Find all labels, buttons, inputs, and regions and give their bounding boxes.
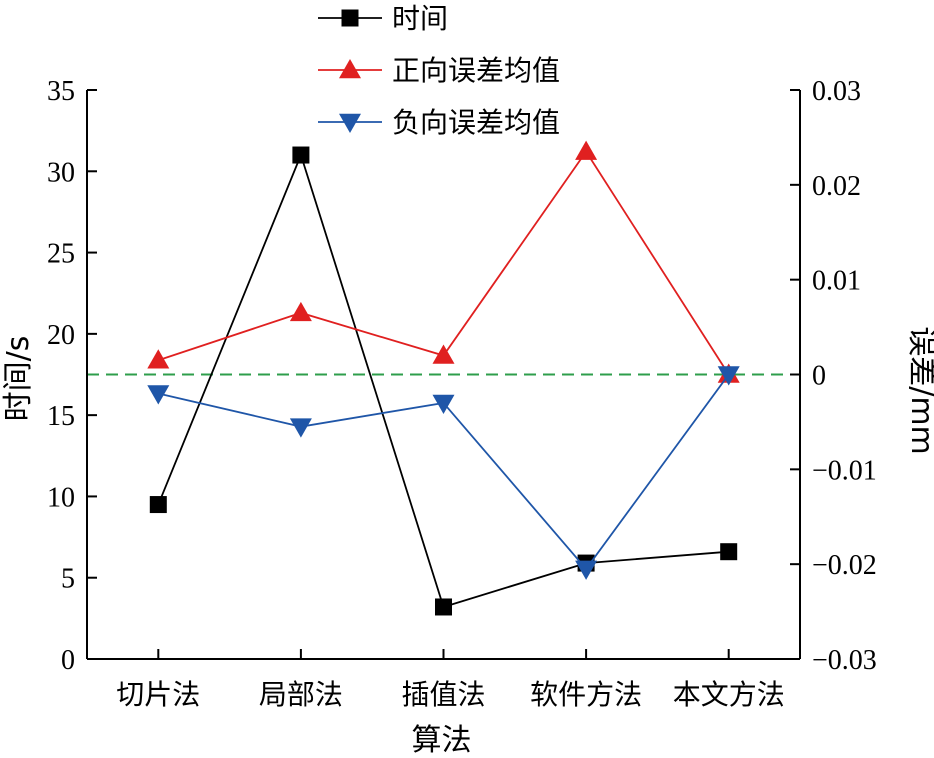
legend-entry-2: 正向误差均值 (318, 54, 560, 87)
series-3-point (289, 418, 312, 438)
series-layer (147, 140, 740, 616)
series-3 (147, 366, 740, 580)
series-3-point (147, 385, 170, 405)
right-y-tick-label: −0.01 (812, 455, 877, 486)
series-3-point (575, 560, 598, 580)
axes-layer: 0 5 10 15 20 25 30 35 −0.03 −0.02 −0.01 0 0.01 0.02 0.… (1, 76, 934, 758)
legend-marker (341, 9, 359, 27)
left-y-tick-label: 30 (47, 157, 75, 188)
series-1-point (435, 598, 452, 616)
series-2-point (147, 349, 170, 369)
left-y-tick-label: 35 (47, 76, 75, 107)
x-tick-label: 本文方法 (673, 678, 785, 711)
left-y-axis-title: 时间/s (1, 336, 36, 422)
legend-label: 时间 (392, 2, 448, 35)
right-y-tick-label: 0.01 (812, 266, 861, 297)
left-y-tick-label: 0 (61, 645, 75, 676)
series-1-point (149, 496, 167, 514)
left-y-tick-label: 10 (47, 482, 75, 513)
right-y-tick-label: 0.02 (812, 171, 861, 202)
series-1-line (157, 152, 729, 609)
legend-label: 正向误差均值 (392, 54, 560, 87)
right-y-axis-title: 误差/mm (904, 326, 934, 455)
series-2-point (432, 344, 455, 364)
right-y-tick-label: −0.02 (812, 550, 877, 581)
left-y-tick-label: 5 (61, 564, 75, 595)
legend-marker (339, 113, 361, 133)
legend-entry-3: 负向误差均值 (318, 106, 560, 139)
series-1 (149, 146, 738, 616)
x-axis-title: 算法 (412, 723, 472, 758)
right-y-tick-label: 0.03 (812, 76, 861, 107)
x-tick-label: 软件方法 (530, 678, 642, 711)
series-1-point (292, 146, 310, 164)
left-y-tick-label: 20 (47, 320, 75, 351)
right-y-tick-label: −0.03 (812, 645, 877, 676)
series-3-point (432, 394, 455, 414)
x-tick-label: 局部法 (259, 678, 343, 711)
legend-label: 负向误差均值 (392, 106, 560, 139)
legend-entry-1: 时间 (318, 2, 448, 35)
right-y-tick-label: 0 (812, 361, 826, 392)
left-y-tick-label: 25 (47, 239, 75, 270)
x-tick-label: 切片法 (116, 678, 200, 711)
series-2-line (158, 150, 730, 375)
series-2-point (575, 140, 598, 160)
series-2-point (289, 301, 312, 322)
legend-marker (339, 59, 361, 79)
series-3-point (717, 366, 740, 386)
x-tick-label: 插值法 (401, 678, 485, 711)
series-1-point (720, 543, 738, 561)
left-y-tick-label: 15 (47, 401, 75, 432)
series-2 (147, 140, 740, 383)
